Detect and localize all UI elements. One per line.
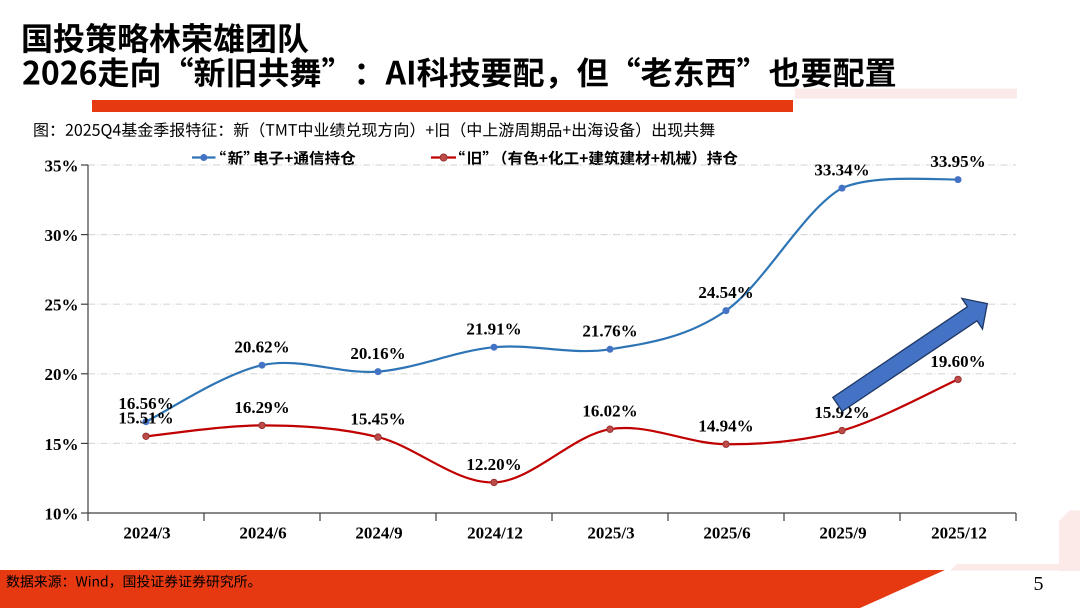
svg-text:2025/3: 2025/3: [587, 524, 634, 543]
svg-text:14.94%: 14.94%: [698, 417, 753, 436]
svg-text:15.92%: 15.92%: [814, 403, 869, 422]
svg-text:21.76%: 21.76%: [582, 322, 637, 341]
svg-text:2024/3: 2024/3: [123, 524, 170, 543]
svg-text:16.56%: 16.56%: [118, 394, 173, 413]
svg-text:12.20%: 12.20%: [466, 455, 521, 474]
svg-text:21.91%: 21.91%: [466, 320, 521, 339]
svg-text:20.62%: 20.62%: [234, 338, 289, 357]
svg-text:33.95%: 33.95%: [930, 152, 985, 171]
svg-text:15.51%: 15.51%: [118, 409, 173, 428]
svg-text:2025/9: 2025/9: [819, 524, 866, 543]
svg-text:10%: 10%: [45, 504, 79, 523]
svg-text:15.45%: 15.45%: [350, 410, 405, 429]
svg-text:2024/9: 2024/9: [355, 524, 402, 543]
svg-text:16.29%: 16.29%: [234, 398, 289, 417]
svg-text:2024/6: 2024/6: [239, 524, 286, 543]
svg-text:35%: 35%: [45, 156, 79, 175]
svg-text:16.02%: 16.02%: [582, 402, 637, 421]
svg-text:24.54%: 24.54%: [698, 283, 753, 302]
svg-text:2025/6: 2025/6: [703, 524, 750, 543]
svg-text:5: 5: [1034, 573, 1044, 595]
svg-text:2025/12: 2025/12: [931, 524, 987, 543]
svg-text:25%: 25%: [45, 296, 79, 315]
svg-text:19.60%: 19.60%: [930, 352, 985, 371]
svg-text:2024/12: 2024/12: [467, 524, 523, 543]
svg-text:20%: 20%: [45, 365, 79, 384]
svg-text:33.34%: 33.34%: [814, 161, 869, 180]
svg-text:15%: 15%: [45, 435, 79, 454]
svg-text:20.16%: 20.16%: [350, 344, 405, 363]
svg-text:30%: 30%: [45, 226, 79, 245]
